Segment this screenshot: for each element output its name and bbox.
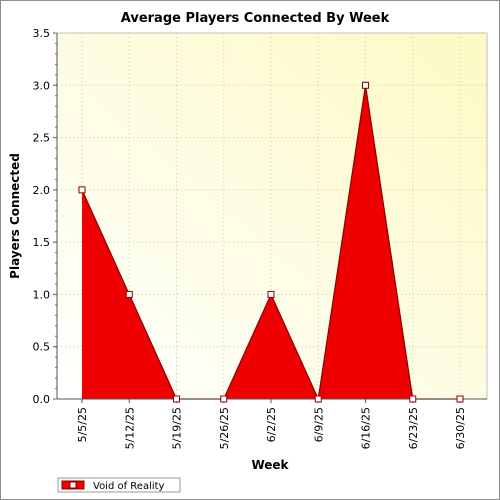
data-point (409, 395, 417, 403)
y-tick-label: 0.5 (33, 341, 51, 354)
y-tick-label: 3.0 (33, 79, 51, 92)
data-point (362, 81, 369, 89)
legend-box (57, 477, 181, 493)
legend-label: Void of Reality (93, 481, 165, 492)
data-point (125, 290, 133, 298)
y-axis-title: Players Connected (8, 153, 22, 279)
data-point (456, 395, 464, 403)
data-point (220, 395, 228, 403)
x-tick-label: 5/19/25 (171, 407, 184, 449)
x-tick-label: 6/9/25 (312, 407, 325, 442)
x-tick-label: 5/5/25 (76, 407, 89, 442)
data-point (173, 395, 180, 403)
data-point (314, 395, 322, 403)
x-tick-label: 6/23/25 (407, 407, 420, 449)
legend: Void of Reality (57, 477, 181, 493)
x-tick-label: 5/26/25 (218, 407, 231, 449)
legend-marker-icon (69, 481, 77, 489)
y-tick-label: 3.5 (33, 27, 51, 40)
y-tick-label: 2.0 (33, 184, 51, 197)
x-tick-label: 6/2/25 (265, 407, 278, 442)
y-tick-label: 2.5 (33, 132, 51, 145)
x-axis-title: Week (251, 458, 289, 472)
data-point (267, 290, 275, 298)
data-markers (78, 81, 464, 403)
x-tick-label: 6/30/25 (454, 407, 467, 449)
y-tick-label: 1.5 (33, 236, 51, 249)
data-point (78, 186, 86, 194)
y-tick-label: 1.0 (33, 288, 51, 301)
y-tick-label: 0.0 (33, 393, 51, 406)
series-area (82, 85, 460, 400)
chart-title: Average Players Connected By Week (121, 11, 390, 26)
x-tick-label: 6/16/25 (360, 407, 373, 449)
y-tick-labels: 0.0 0.5 1.0 1.5 2.0 2.5 3.0 3.5 (33, 27, 51, 406)
x-tick-labels: 5/5/25 5/12/25 5/19/25 5/26/25 6/2/25 6/9/25 6… (76, 407, 467, 449)
x-tick-label: 5/12/25 (123, 407, 136, 449)
